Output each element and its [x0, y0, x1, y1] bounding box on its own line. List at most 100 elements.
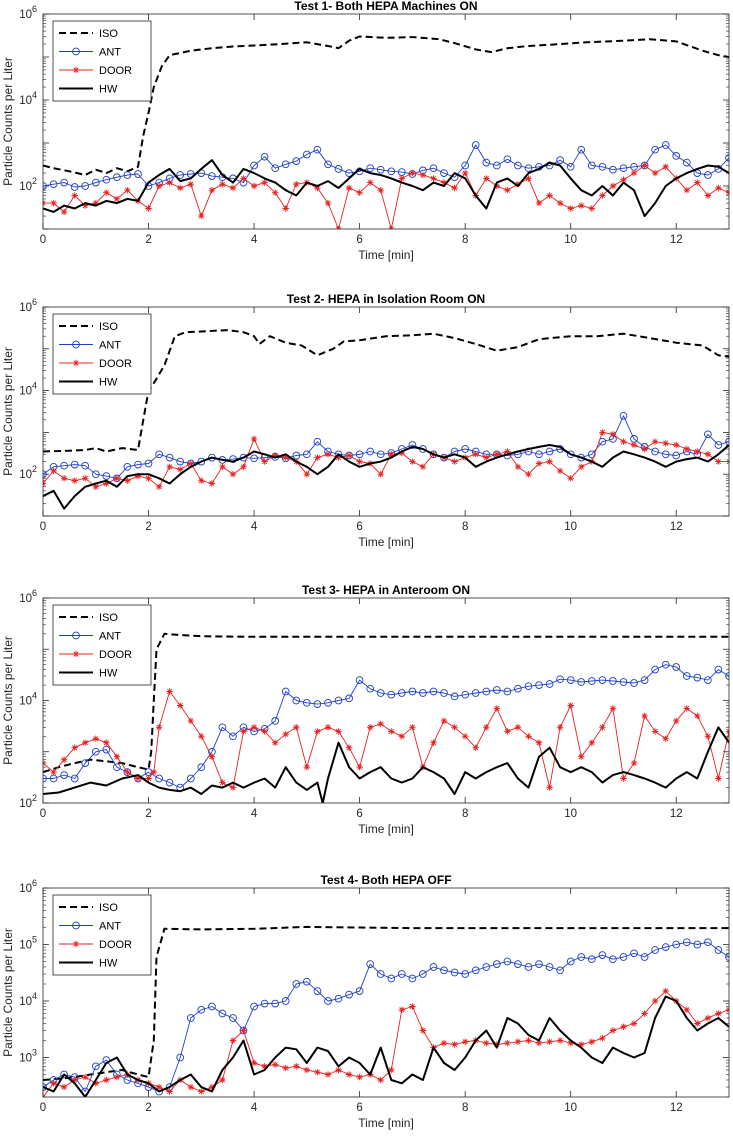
door-marker	[630, 759, 638, 767]
ant-marker	[271, 164, 280, 173]
ant-marker	[535, 450, 543, 459]
door-marker	[187, 181, 194, 188]
ant-marker	[651, 946, 659, 954]
panel-test-2: Test 2- HEPA in Isolation Room ON1021041…	[1, 292, 730, 549]
door-marker	[272, 739, 279, 746]
door-marker	[556, 724, 564, 731]
ant-marker	[292, 157, 301, 165]
door-marker	[356, 1073, 363, 1081]
door-marker	[103, 480, 110, 487]
ant-marker	[587, 161, 596, 170]
ant-marker	[313, 700, 322, 708]
door-marker	[324, 1071, 332, 1078]
door-marker	[578, 753, 585, 760]
door-marker	[641, 162, 648, 169]
door-marker	[345, 452, 353, 459]
door-marker	[50, 768, 57, 776]
x-tick-label: 12	[670, 1102, 683, 1114]
door-marker	[620, 438, 627, 445]
door-marker	[71, 477, 78, 484]
ant-marker	[387, 167, 396, 176]
door-marker	[504, 728, 511, 735]
door-marker	[599, 724, 606, 731]
ant-marker	[91, 178, 100, 187]
door-marker	[219, 181, 226, 188]
door-marker	[419, 463, 427, 470]
ant-marker	[229, 1014, 237, 1022]
ant-marker	[366, 447, 375, 456]
ant-marker	[661, 450, 670, 459]
ant-marker	[609, 165, 617, 174]
ant-marker	[102, 745, 111, 754]
ant-marker	[60, 461, 68, 470]
x-tick-label: 12	[670, 521, 683, 533]
ant-marker	[661, 660, 670, 669]
ant-marker	[577, 145, 586, 154]
ant-marker	[355, 676, 364, 684]
chart-title: Test 4- Both HEPA OFF	[320, 873, 451, 887]
legend-label-door: DOOR	[99, 65, 132, 77]
door-marker	[704, 451, 712, 458]
door-marker	[398, 449, 405, 457]
door-marker	[219, 779, 226, 786]
y-tick-label: 102	[19, 793, 37, 810]
legend-label-iso: ISO	[99, 321, 118, 333]
y-tick-base: 10	[19, 95, 32, 107]
door-marker	[134, 775, 142, 782]
door-marker	[630, 169, 638, 177]
door-marker	[630, 441, 638, 449]
door-marker	[250, 435, 258, 443]
door-marker	[282, 731, 289, 738]
ant-marker	[630, 679, 638, 687]
door-marker	[261, 1063, 268, 1070]
ant-marker	[492, 686, 501, 694]
y-tick-exponent: 2	[32, 793, 37, 803]
y-tick-exponent: 6	[32, 878, 37, 888]
ant-marker	[165, 778, 174, 787]
door-marker	[483, 175, 490, 182]
ant-marker	[155, 774, 163, 783]
ant-marker	[102, 175, 111, 184]
door-marker	[525, 733, 532, 740]
ant-marker	[471, 141, 480, 149]
door-marker	[155, 483, 163, 490]
ant-marker	[176, 1053, 185, 1062]
door-marker	[377, 471, 384, 478]
series-iso	[43, 329, 729, 453]
door-marker	[113, 195, 121, 203]
door-marker	[282, 1064, 289, 1072]
door-marker	[92, 483, 99, 490]
door-marker	[229, 784, 237, 791]
door-marker	[493, 451, 500, 458]
door-marker	[567, 475, 574, 482]
ant-marker	[345, 694, 353, 703]
ant-marker	[250, 161, 258, 170]
legend-label-hw: HW	[99, 958, 118, 970]
door-marker	[588, 1038, 595, 1045]
ant-marker	[619, 953, 628, 961]
ant-marker	[598, 951, 607, 959]
ant-marker	[176, 171, 185, 179]
ant-marker	[461, 970, 470, 978]
door-marker	[250, 1059, 258, 1067]
y-tick-base: 10	[19, 696, 32, 708]
door-marker	[651, 997, 659, 1005]
legend-label-iso: ISO	[99, 28, 118, 40]
door-marker	[514, 1038, 522, 1045]
ant-marker	[334, 994, 343, 1003]
door-marker	[535, 1039, 543, 1047]
legend-marker	[72, 650, 80, 658]
ant-marker	[461, 690, 470, 699]
ant-marker	[366, 960, 375, 968]
ant-marker	[492, 161, 501, 170]
legend-label-door: DOOR	[99, 358, 132, 370]
x-tick-label: 2	[145, 234, 151, 246]
door-marker	[409, 1003, 416, 1010]
ant-marker	[43, 1083, 47, 1091]
ant-marker	[281, 997, 290, 1005]
x-tick-label: 4	[251, 1102, 258, 1114]
ant-marker	[81, 461, 90, 470]
